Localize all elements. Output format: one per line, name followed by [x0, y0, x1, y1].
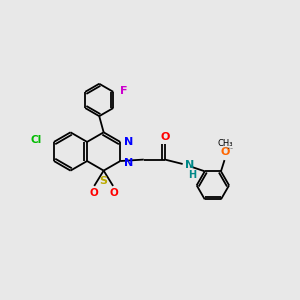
- Text: O: O: [221, 147, 230, 157]
- Text: N: N: [185, 160, 194, 170]
- Text: O: O: [89, 188, 98, 198]
- Text: F: F: [120, 86, 127, 96]
- Text: Methoxy: Methoxy: [228, 148, 234, 149]
- Text: O: O: [160, 132, 170, 142]
- Text: Methoxy: Methoxy: [225, 146, 231, 148]
- Text: CH₃: CH₃: [218, 139, 233, 148]
- Text: H: H: [188, 170, 196, 180]
- Text: O: O: [109, 188, 118, 198]
- Text: N: N: [124, 158, 134, 167]
- Text: Cl: Cl: [30, 135, 42, 145]
- Text: S: S: [100, 176, 108, 186]
- Text: N: N: [124, 137, 134, 147]
